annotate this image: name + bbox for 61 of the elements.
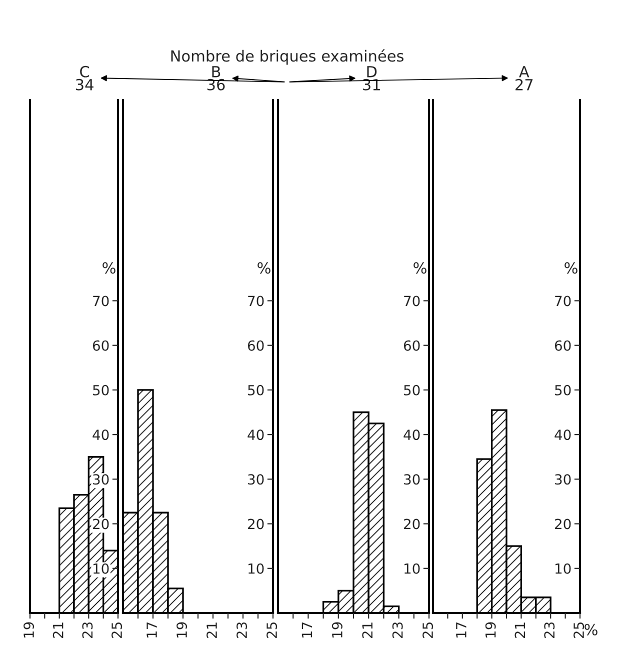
chart-title: C — [80, 66, 90, 78]
chart-title: A — [519, 66, 530, 78]
x-tick-label: 25 — [112, 622, 122, 638]
y-tick-label: 10 — [248, 563, 264, 574]
x-tick-label: 21 — [206, 622, 217, 638]
x-tick-label: 25 — [266, 622, 278, 638]
y-tick-label: 50 — [248, 384, 264, 396]
x-tick-label: 19 — [24, 622, 34, 638]
x-tick-label: 21 — [52, 622, 64, 638]
y-tick-label: 40 — [248, 430, 264, 440]
y-tick-label: 20 — [404, 518, 420, 530]
y-tick-label: 10 — [94, 563, 109, 574]
chart-title: D — [367, 66, 377, 78]
x-tick-label: 23 — [82, 622, 93, 638]
y-tick-label: 10 — [556, 563, 571, 574]
x-tick-label: 19 — [176, 622, 188, 638]
y-tick-label: 20 — [555, 518, 571, 530]
y-tick-label: 70 — [555, 296, 571, 306]
y-axis-title: % — [102, 262, 116, 274]
x-tick-label: 21 — [362, 622, 372, 638]
y-tick-label: 30 — [93, 474, 109, 485]
y-tick-label: 60 — [92, 340, 109, 351]
x-tick-label: 21 — [514, 622, 526, 638]
y-tick-label: 30 — [404, 474, 420, 485]
x-tick-label: 23 — [392, 622, 403, 638]
y-axis-title: % — [564, 262, 578, 274]
y-tick-label: 30 — [248, 474, 264, 485]
x-tick-label: 19 — [332, 622, 342, 638]
x-tick-label: 23 — [544, 622, 555, 638]
y-tick-label: 50 — [555, 384, 571, 396]
y-tick-label: 50 — [93, 384, 109, 396]
y-axis-title: % — [414, 262, 426, 274]
y-tick-label: 60 — [554, 340, 571, 351]
y-tick-label: 40 — [554, 430, 571, 440]
y-tick-label: 70 — [404, 296, 420, 306]
x-tick-label: 17 — [146, 622, 157, 638]
chart-subtitle: 34 — [76, 78, 94, 90]
y-tick-label: 20 — [248, 518, 264, 530]
y-tick-label: 70 — [93, 296, 109, 306]
y-tick-label: 20 — [93, 518, 109, 530]
y-axis-title: % — [258, 262, 270, 274]
chart-subtitle: 27 — [516, 78, 533, 90]
y-tick-label: 60 — [248, 340, 264, 351]
x-tick-label: 19 — [485, 622, 496, 638]
text: Nombre de briques examinées — [171, 49, 404, 65]
y-tick-label: 40 — [404, 430, 420, 440]
chart-subtitle: 31 — [363, 78, 380, 90]
y-tick-label: 70 — [248, 296, 264, 306]
y-tick-label: 60 — [404, 340, 420, 351]
x-tick-label: 25 — [574, 622, 584, 638]
x-tick-label: 17 — [456, 622, 466, 638]
y-tick-label: 50 — [404, 384, 420, 396]
y-tick-label: 30 — [555, 474, 571, 485]
x-tick-label: 17 — [302, 622, 312, 638]
chart-title: B — [212, 66, 220, 78]
x-tick-label: 23 — [236, 622, 248, 638]
x-axis-title: % — [584, 624, 598, 636]
y-tick-label: 40 — [92, 430, 109, 440]
y-tick-label: 10 — [404, 563, 420, 574]
x-tick-label: 25 — [422, 622, 434, 638]
chart-subtitle: 36 — [207, 78, 225, 90]
